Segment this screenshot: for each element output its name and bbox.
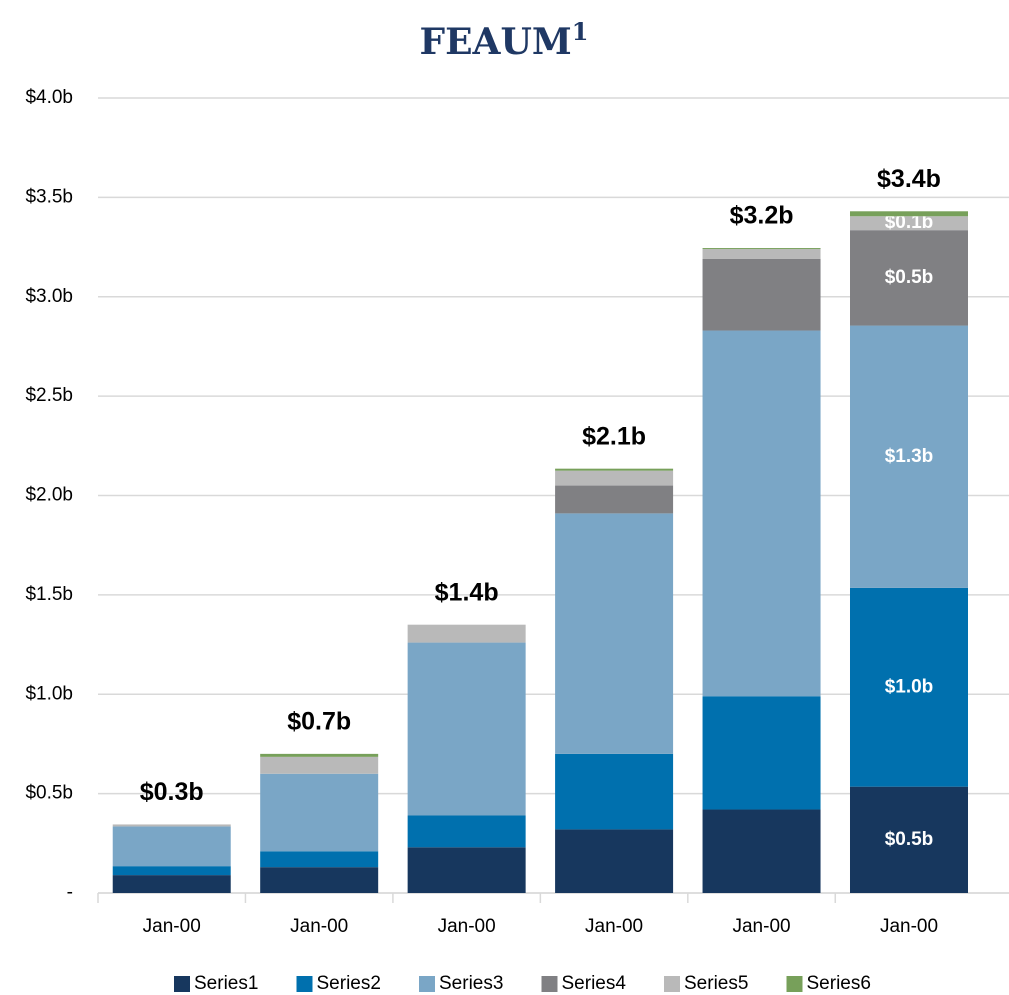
data-label: $0.5b <box>885 829 934 850</box>
bar-segment <box>849 786 968 893</box>
y-tick-label: $2.0b <box>25 485 73 506</box>
bar-segment <box>702 696 821 810</box>
x-tick-label: Jan-00 <box>585 916 643 937</box>
bar-segment <box>849 230 968 326</box>
legend-label: Series1 <box>194 973 258 994</box>
x-tick-label: Jan-00 <box>143 916 201 937</box>
x-tick-label: Jan-00 <box>732 916 790 937</box>
bar-segment <box>407 847 526 893</box>
bar-segment <box>555 470 674 486</box>
legend-label: Series3 <box>439 973 503 994</box>
x-tick-label: Jan-00 <box>290 916 348 937</box>
legend-label: Series2 <box>317 973 381 994</box>
total-label: $0.3b <box>140 778 204 806</box>
bar-segment <box>260 753 379 757</box>
bar-segment <box>555 513 674 754</box>
bar-segment <box>849 587 968 787</box>
y-tick-label: $1.0b <box>25 683 73 704</box>
data-label: $1.0b <box>885 676 934 697</box>
x-tick-label: Jan-00 <box>880 916 938 937</box>
x-tick-label: Jan-00 <box>438 916 496 937</box>
bar-segment <box>407 624 526 643</box>
total-label: $3.2b <box>730 202 794 230</box>
y-tick-label: $1.5b <box>25 584 73 605</box>
bar-segment <box>702 258 821 331</box>
bar-segment <box>260 851 379 868</box>
bar-segment <box>112 866 231 876</box>
y-tick-label: $0.5b <box>25 783 73 804</box>
bar-segment <box>702 248 821 250</box>
bar-segment <box>407 642 526 816</box>
chart-title: FEAUM1 <box>420 17 589 64</box>
bar-segment <box>407 815 526 848</box>
bar-segment <box>849 325 968 588</box>
total-label: $2.1b <box>582 422 646 450</box>
bar-segment <box>260 867 379 893</box>
legend-swatch <box>419 976 435 992</box>
bar-segment <box>260 756 379 774</box>
y-tick-label: $2.5b <box>25 385 73 406</box>
bar-segment <box>849 211 968 217</box>
legend-label: Series5 <box>684 973 748 994</box>
total-label: $0.7b <box>287 707 351 735</box>
data-label: $1.3b <box>885 446 934 467</box>
y-tick-label: $3.5b <box>25 186 73 207</box>
bar-segment <box>112 824 231 827</box>
bar-segment <box>555 485 674 514</box>
total-label: $3.4b <box>877 165 941 193</box>
bar-segment <box>112 875 231 893</box>
legend-label: Series6 <box>807 973 871 994</box>
title-text: FEAUM <box>420 21 572 63</box>
legend-swatch <box>786 976 803 992</box>
y-tick-label: $4.0b <box>25 87 73 108</box>
bar-segment <box>555 829 674 893</box>
y-tick-label: $3.0b <box>25 286 73 307</box>
legend-swatch <box>174 976 190 992</box>
data-label: $0.1b <box>885 212 934 233</box>
legend-swatch <box>664 976 680 992</box>
y-tick-label: - <box>67 882 73 903</box>
bar-segment <box>555 753 674 830</box>
legend-swatch <box>541 976 558 992</box>
legend-swatch <box>296 976 313 992</box>
title-superscript: 1 <box>572 17 589 46</box>
data-label: $0.5b <box>885 267 934 288</box>
bar-segment <box>702 330 821 697</box>
legend-label: Series4 <box>562 973 627 994</box>
bar-segment <box>260 773 379 852</box>
bar-segment <box>849 216 968 231</box>
bar-segment <box>702 809 821 893</box>
bar-segment <box>702 249 821 259</box>
total-label: $1.4b <box>435 578 499 606</box>
bar-segment <box>112 826 231 867</box>
bar-segment <box>555 468 674 471</box>
